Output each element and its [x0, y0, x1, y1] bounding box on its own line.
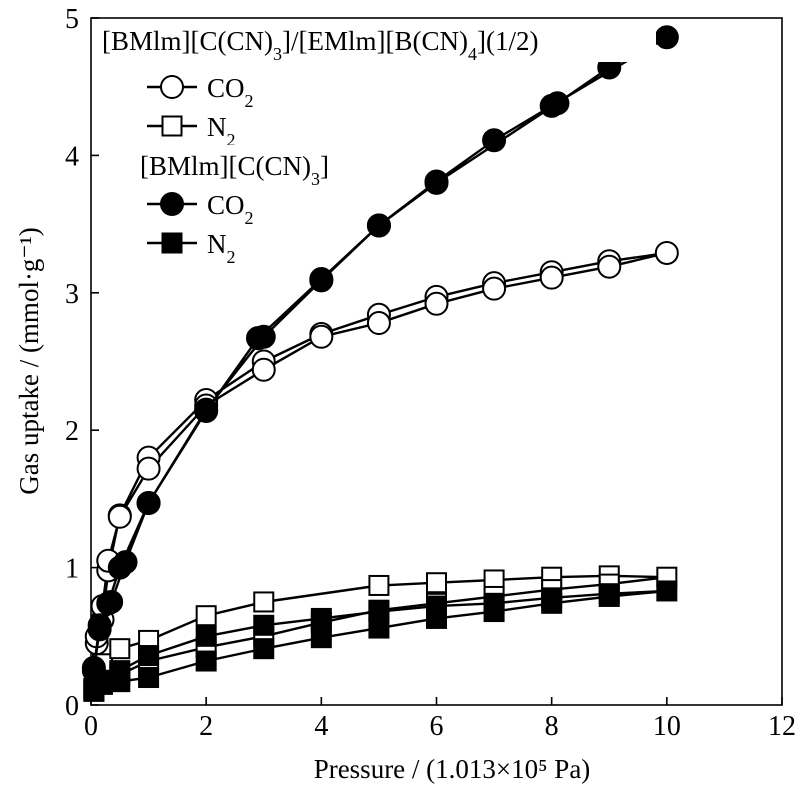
- data-point-square: [368, 574, 390, 596]
- x-tick-label: 0: [84, 711, 98, 742]
- x-tick-label: 8: [545, 711, 559, 742]
- y-tick-label: 4: [65, 141, 79, 172]
- legend-marker-square-open: [161, 115, 183, 137]
- data-point-square: [195, 650, 217, 672]
- data-point-circle: [107, 555, 132, 580]
- data-point-square: [310, 627, 332, 649]
- series-2: [81, 25, 679, 683]
- legend-label: N2: [207, 112, 236, 150]
- data-point-circle: [96, 591, 121, 616]
- legend-marker-square-filled: [161, 232, 183, 254]
- y-axis-title: Gas uptake / (mmol·g⁻¹): [14, 227, 44, 495]
- data-point-circle: [194, 398, 219, 423]
- data-point-circle: [309, 324, 334, 349]
- data-point-square: [483, 592, 505, 614]
- data-point-circle: [107, 504, 132, 529]
- data-point-square: [109, 638, 131, 660]
- x-tick-label: 6: [430, 711, 444, 742]
- data-point-circle: [654, 25, 679, 50]
- data-point-square: [195, 605, 217, 627]
- data-point-square: [541, 587, 563, 609]
- y-tick-label: 5: [65, 4, 79, 35]
- x-axis-title: Pressure / (1.013×10⁵ Pa): [314, 754, 591, 784]
- data-point-circle: [245, 326, 270, 351]
- data-point-circle: [539, 265, 564, 290]
- legend-heading-bg: [138, 145, 380, 187]
- series-layer: [81, 25, 679, 702]
- x-tick-label: 12: [768, 711, 796, 742]
- data-point-square: [426, 572, 447, 594]
- data-point-circle: [309, 267, 334, 292]
- data-point-square: [656, 580, 678, 602]
- data-point-circle: [251, 357, 276, 382]
- data-point-circle: [482, 128, 507, 153]
- data-point-circle: [597, 254, 622, 279]
- data-point-square: [253, 638, 275, 660]
- data-point-square: [310, 607, 332, 629]
- y-tick-label: 1: [65, 554, 79, 585]
- data-point-circle: [424, 170, 449, 195]
- data-point-circle: [136, 491, 161, 516]
- legend-label: CO2: [207, 190, 254, 228]
- x-tick-label: 4: [314, 711, 328, 742]
- x-tick-label: 2: [199, 711, 213, 742]
- data-point-square: [109, 660, 131, 682]
- data-point-circle: [424, 291, 449, 316]
- data-point-square: [426, 595, 447, 617]
- legend: [BMlm][C(CN)3]/[EMlm][B(CN)4](1/2)CO2N2[…: [100, 20, 656, 267]
- data-point-square: [138, 667, 160, 689]
- legend-label: CO2: [207, 73, 254, 111]
- legend-heading-blend: [BMlm][C(CN)3]/[EMlm][B(CN)4](1/2): [102, 26, 538, 64]
- legend-marker-circle-filled: [160, 192, 184, 216]
- legend-label: N2: [207, 229, 236, 267]
- legend-marker-circle-open: [160, 75, 184, 99]
- y-tick-label: 2: [65, 416, 79, 447]
- data-point-circle: [87, 613, 112, 638]
- legend-heading-pure: [BMlm][C(CN)3]: [140, 151, 329, 189]
- data-point-square: [598, 583, 620, 605]
- data-point-square: [368, 601, 390, 623]
- data-point-square: [195, 625, 217, 647]
- data-point-square: [83, 678, 105, 700]
- data-point-circle: [654, 240, 679, 265]
- x-tick-label: 10: [653, 711, 681, 742]
- data-point-square: [253, 591, 275, 613]
- legend-heading-bg: [100, 20, 656, 62]
- data-point-square: [253, 614, 275, 636]
- y-tick-label: 3: [65, 279, 79, 310]
- data-point-circle: [366, 213, 391, 238]
- data-point-circle: [136, 456, 161, 481]
- data-point-circle: [366, 311, 391, 336]
- data-point-square: [138, 645, 160, 667]
- data-point-circle: [482, 276, 507, 301]
- y-tick-label: 0: [65, 691, 79, 722]
- data-point-circle: [545, 91, 570, 116]
- series-3: [83, 580, 678, 702]
